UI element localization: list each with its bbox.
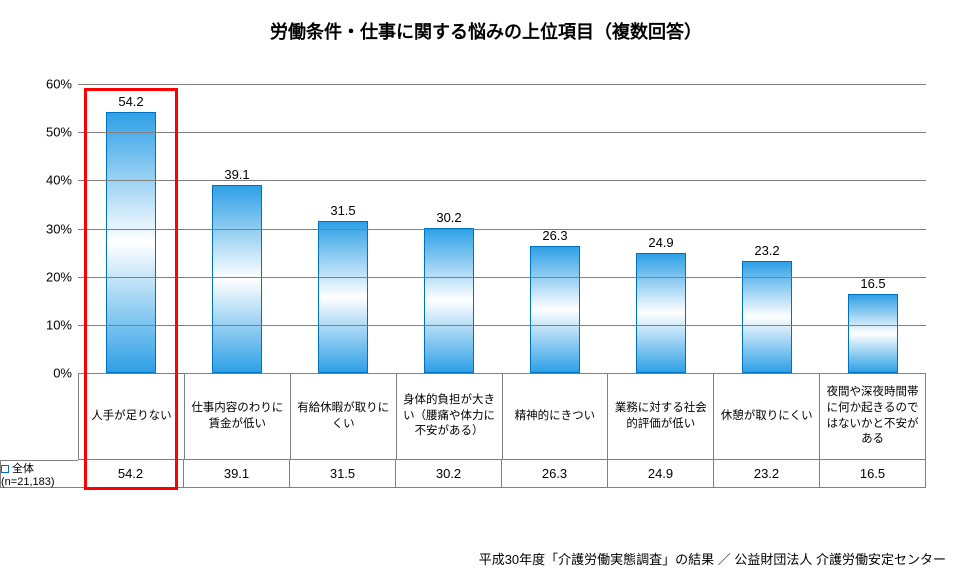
chart-title: 労働条件・仕事に関する悩みの上位項目（複数回答） [0, 0, 972, 44]
y-axis-label: 50% [46, 125, 78, 140]
grid-line [78, 84, 926, 85]
category-cell: 精神的にきつい [503, 374, 609, 460]
y-axis-label: 40% [46, 173, 78, 188]
grid-line [78, 180, 926, 181]
data-cell: 31.5 [290, 460, 396, 488]
bar: 26.3 [530, 246, 580, 373]
legend-cell: 全体(n=21,183) [0, 460, 78, 488]
data-cell: 54.2 [78, 460, 184, 488]
category-row: 人手が足りない仕事内容のわりに賃金が低い有給休暇が取りにくい身体的負担が大きい（… [78, 374, 926, 460]
bar: 31.5 [318, 221, 368, 373]
category-cell: 休憩が取りにくい [714, 374, 820, 460]
value-label: 26.3 [542, 228, 567, 243]
y-axis-label: 60% [46, 77, 78, 92]
plot-area: 54.239.131.530.226.324.923.216.5 0%10%20… [78, 84, 926, 374]
y-axis-label: 10% [46, 317, 78, 332]
bar: 16.5 [848, 294, 898, 373]
data-cell: 23.2 [714, 460, 820, 488]
data-cell: 30.2 [396, 460, 502, 488]
category-cell: 有給休暇が取りにくい [291, 374, 397, 460]
category-cell: 人手が足りない [78, 374, 185, 460]
value-label: 31.5 [330, 203, 355, 218]
value-label: 16.5 [860, 276, 885, 291]
category-cell: 身体的負担が大きい（腰痛や体力に不安がある） [397, 374, 503, 460]
grid-line [78, 325, 926, 326]
bar: 24.9 [636, 253, 686, 373]
y-axis-label: 20% [46, 269, 78, 284]
data-cell: 16.5 [820, 460, 926, 488]
y-axis-label: 0% [53, 366, 78, 381]
bar: 30.2 [424, 228, 474, 373]
category-cell: 夜間や深夜時間帯に何か起きるのではないかと不安がある [820, 374, 926, 460]
value-label: 24.9 [648, 235, 673, 250]
grid-line [78, 229, 926, 230]
bar: 54.2 [106, 112, 156, 373]
chart-container: 54.239.131.530.226.324.923.216.5 0%10%20… [78, 84, 926, 488]
data-cell: 39.1 [184, 460, 290, 488]
value-label: 54.2 [118, 94, 143, 109]
y-axis-label: 30% [46, 221, 78, 236]
category-cell: 業務に対する社会的評価が低い [608, 374, 714, 460]
grid-line [78, 277, 926, 278]
data-cell: 24.9 [608, 460, 714, 488]
data-row: 全体(n=21,183) 54.239.131.530.226.324.923.… [78, 460, 926, 488]
legend-label: 全体(n=21,183) [1, 463, 55, 488]
bar: 39.1 [212, 185, 262, 373]
value-label: 30.2 [436, 210, 461, 225]
value-label: 23.2 [754, 243, 779, 258]
category-cell: 仕事内容のわりに賃金が低い [185, 374, 291, 460]
data-cell: 26.3 [502, 460, 608, 488]
grid-line [78, 132, 926, 133]
bar: 23.2 [742, 261, 792, 373]
source-footer: 平成30年度「介護労働実態調査」の結果 ／ 公益財団法人 介護労働安定センター [479, 549, 946, 568]
legend-marker-icon [1, 465, 9, 473]
